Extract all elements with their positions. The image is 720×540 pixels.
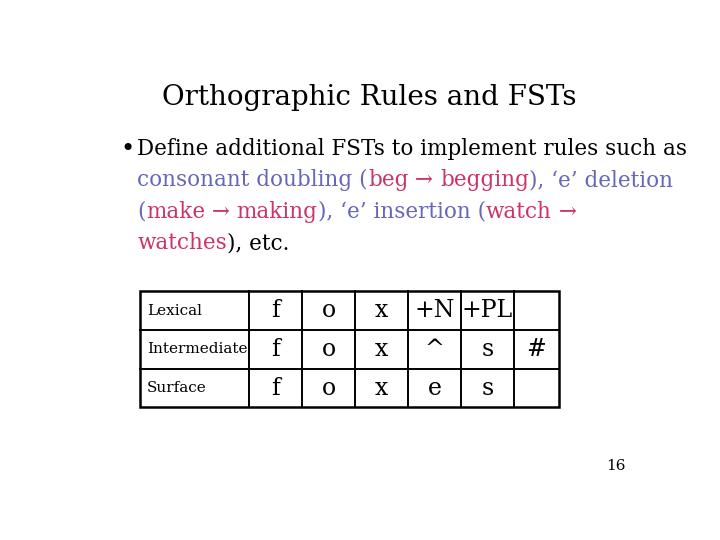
Text: f: f bbox=[271, 376, 280, 400]
Text: ^: ^ bbox=[425, 338, 444, 361]
Text: →: → bbox=[408, 169, 440, 191]
Text: •: • bbox=[121, 138, 135, 160]
Text: making: making bbox=[237, 201, 318, 223]
Text: watch: watch bbox=[486, 201, 552, 223]
Text: Lexical: Lexical bbox=[147, 303, 202, 318]
Text: ), ‘e’ insertion (: ), ‘e’ insertion ( bbox=[318, 201, 486, 223]
Text: ), ‘e’ deletion: ), ‘e’ deletion bbox=[529, 169, 673, 191]
Text: x: x bbox=[375, 338, 388, 361]
Text: +N: +N bbox=[415, 299, 455, 322]
Text: →: → bbox=[552, 201, 577, 223]
Text: s: s bbox=[482, 376, 494, 400]
Text: →: → bbox=[205, 201, 237, 223]
Text: Orthographic Rules and FSTs: Orthographic Rules and FSTs bbox=[162, 84, 576, 111]
Text: consonant doubling (: consonant doubling ( bbox=[138, 169, 368, 191]
Text: x: x bbox=[375, 299, 388, 322]
Text: begging: begging bbox=[440, 169, 529, 191]
Text: Define additional FSTs to implement rules such as: Define additional FSTs to implement rule… bbox=[138, 138, 688, 159]
Text: (: ( bbox=[138, 201, 146, 223]
Text: +PL: +PL bbox=[462, 299, 513, 322]
Text: Intermediate: Intermediate bbox=[147, 342, 248, 356]
Text: Surface: Surface bbox=[147, 381, 207, 395]
Text: e: e bbox=[428, 376, 441, 400]
Text: x: x bbox=[375, 376, 388, 400]
Text: #: # bbox=[526, 338, 546, 361]
Text: ), etc.: ), etc. bbox=[228, 232, 289, 254]
Text: s: s bbox=[482, 338, 494, 361]
Text: o: o bbox=[322, 299, 336, 322]
Text: beg: beg bbox=[368, 169, 408, 191]
Text: o: o bbox=[322, 376, 336, 400]
Text: make: make bbox=[146, 201, 205, 223]
Text: watches: watches bbox=[138, 232, 228, 254]
Text: 16: 16 bbox=[606, 459, 626, 473]
Text: o: o bbox=[322, 338, 336, 361]
Text: f: f bbox=[271, 299, 280, 322]
Text: f: f bbox=[271, 338, 280, 361]
